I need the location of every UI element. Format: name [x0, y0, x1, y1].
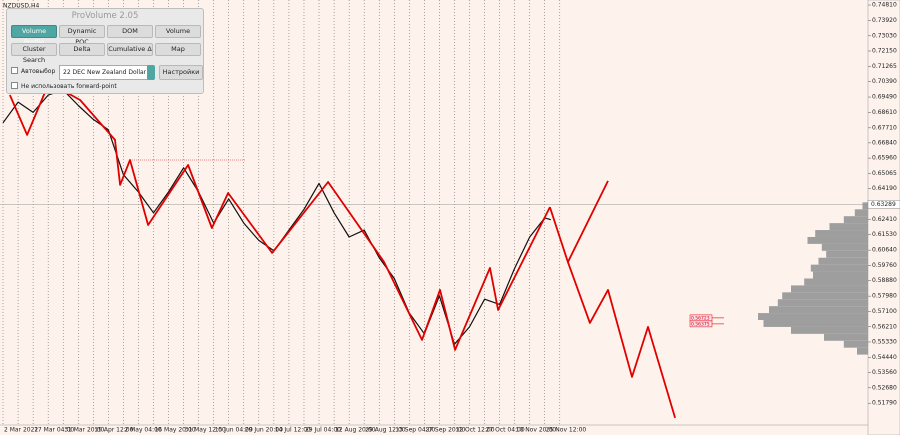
tab-button[interactable]: Cumulative Δ — [107, 43, 153, 56]
x-tick-label: 31 Mar 20:00 — [64, 427, 104, 434]
auto-select-checkbox[interactable]: Автовыбор — [11, 67, 55, 75]
x-tick-label: 27 Oct 04:00 — [486, 427, 525, 434]
settings-button[interactable]: Настройки — [159, 65, 203, 80]
y-tick-label: 0.74810 — [872, 2, 897, 9]
tab-button[interactable]: Dynamic POC — [59, 25, 105, 46]
y-tick-label: 0.66840 — [872, 139, 897, 146]
y-tick-label: 0.58880 — [872, 277, 897, 284]
y-tick-label: 0.69490 — [872, 94, 897, 101]
y-tick-label: 0.73030 — [872, 32, 897, 39]
volume-profile-bar — [843, 340, 868, 348]
tab-button[interactable]: DOM — [107, 25, 153, 38]
y-tick-label: 0.52680 — [872, 384, 897, 391]
tab-button[interactable]: Volume Profile — [11, 25, 57, 46]
y-tick-label: 0.72150 — [872, 48, 897, 55]
zigzag-line — [567, 180, 609, 263]
zigzag-line — [9, 89, 551, 351]
current-price-label: 0.63289 — [871, 201, 896, 208]
y-tick-label: 0.65065 — [872, 170, 897, 177]
x-tick-label: 12 Oct 12:00 — [455, 427, 494, 434]
x-tick-label: 15 Jun 04:00 — [215, 427, 253, 434]
x-tick-label: 2 Mar 2022 — [4, 427, 38, 434]
x-tick-label: 2 May 04:00 — [124, 427, 162, 434]
y-tick-label: 0.54440 — [872, 354, 897, 361]
tab-button[interactable]: Cluster Search — [11, 43, 57, 64]
volume-profile-bar — [758, 313, 868, 321]
y-tick-label: 0.59760 — [872, 262, 897, 269]
x-tick-label: 25 Nov 12:00 — [546, 427, 587, 434]
y-tick-label: 0.57980 — [872, 293, 897, 300]
volume-profile-bar — [843, 216, 868, 224]
volume-profile-bar — [807, 236, 868, 244]
volume-profile-bar — [813, 271, 868, 279]
y-tick-label: 0.65960 — [872, 155, 897, 162]
current-price-box — [867, 200, 900, 209]
level-label: 0.56723 — [691, 315, 710, 321]
volume-profile-bar — [862, 202, 868, 210]
volume-profile-bar — [815, 230, 868, 237]
x-tick-label: 29 Jul 04:00 — [305, 427, 341, 434]
price-line — [2, 89, 551, 345]
y-tick-label: 0.53560 — [872, 369, 897, 376]
volume-profile-bar — [818, 257, 868, 265]
volume-profile-bar — [791, 326, 868, 334]
volume-profile-bar — [826, 250, 868, 258]
y-tick-label: 0.64190 — [872, 185, 897, 192]
symbol: NZDUSD,H4 — [3, 3, 39, 10]
volume-profile-bar — [769, 306, 868, 314]
x-tick-label: 27 Sep 20:00 — [425, 427, 465, 434]
provolume-panel: ProVolume 2.05 Volume Profile Dynamic PO… — [6, 8, 204, 94]
x-tick-label: 17 Mar 04:00 — [34, 427, 74, 434]
level-label: 0.56375 — [691, 321, 710, 327]
y-tick-label: 0.68610 — [872, 109, 897, 116]
volume-profile-bar — [782, 292, 868, 300]
y-tick-label: 0.57100 — [872, 308, 897, 315]
x-tick-label: 29 Aug 12:00 — [365, 427, 406, 434]
contract-select[interactable]: 22 DEC New Zealand Dollar — [59, 65, 148, 80]
y-tick-label: 0.55330 — [872, 338, 897, 345]
tab-button[interactable]: Delta — [59, 43, 105, 56]
panel-title: ProVolume 2.05 — [71, 11, 139, 21]
y-tick-label: 0.56210 — [872, 323, 897, 330]
volume-profile-bar — [777, 299, 868, 307]
volume-profile-bar — [857, 347, 868, 355]
level-box — [689, 320, 713, 328]
y-tick-label: 0.61530 — [872, 231, 897, 238]
volume-profile-bar — [791, 285, 868, 293]
x-tick-label: 12 Aug 20:00 — [335, 427, 376, 434]
tab-button[interactable]: Volume — [155, 25, 201, 38]
forward-checkbox[interactable]: Не использовать forward-point — [11, 82, 117, 90]
y-tick-label: 0.73920 — [872, 17, 897, 24]
y-tick-label: 0.62410 — [872, 216, 897, 223]
volume-profile-bar — [821, 243, 868, 251]
y-tick-label: 0.70390 — [872, 78, 897, 85]
x-tick-label: 10 Nov 20:00 — [516, 427, 557, 434]
tab-button[interactable]: Map — [155, 43, 201, 56]
x-tick-label: 13 Sep 04:00 — [395, 427, 435, 434]
select-arrow[interactable] — [147, 65, 155, 80]
volume-profile-bar — [810, 264, 868, 272]
y-tick-label: 0.60640 — [872, 247, 897, 254]
y-tick-label: 0.67710 — [872, 124, 897, 131]
volume-profile-bar — [829, 223, 868, 231]
y-tick-label: 0.71265 — [872, 63, 897, 70]
x-tick-label: 16 May 20:00 — [154, 427, 195, 434]
volume-profile-bar — [824, 333, 868, 341]
volume-profile-bar — [804, 278, 868, 286]
x-tick-label: 29 Jun 20:00 — [245, 427, 283, 434]
x-tick-label: 14 Jul 12:00 — [275, 427, 311, 434]
volume-profile-bar — [854, 209, 868, 217]
price-axis — [867, 0, 900, 435]
x-tick-label: 15 Apr 12:00 — [94, 427, 133, 434]
y-tick-label: 0.51790 — [872, 400, 897, 407]
volume-profile-bar — [763, 320, 868, 327]
zigzag-line — [549, 206, 676, 419]
x-tick-label: 31 May 12:00 — [185, 427, 226, 434]
